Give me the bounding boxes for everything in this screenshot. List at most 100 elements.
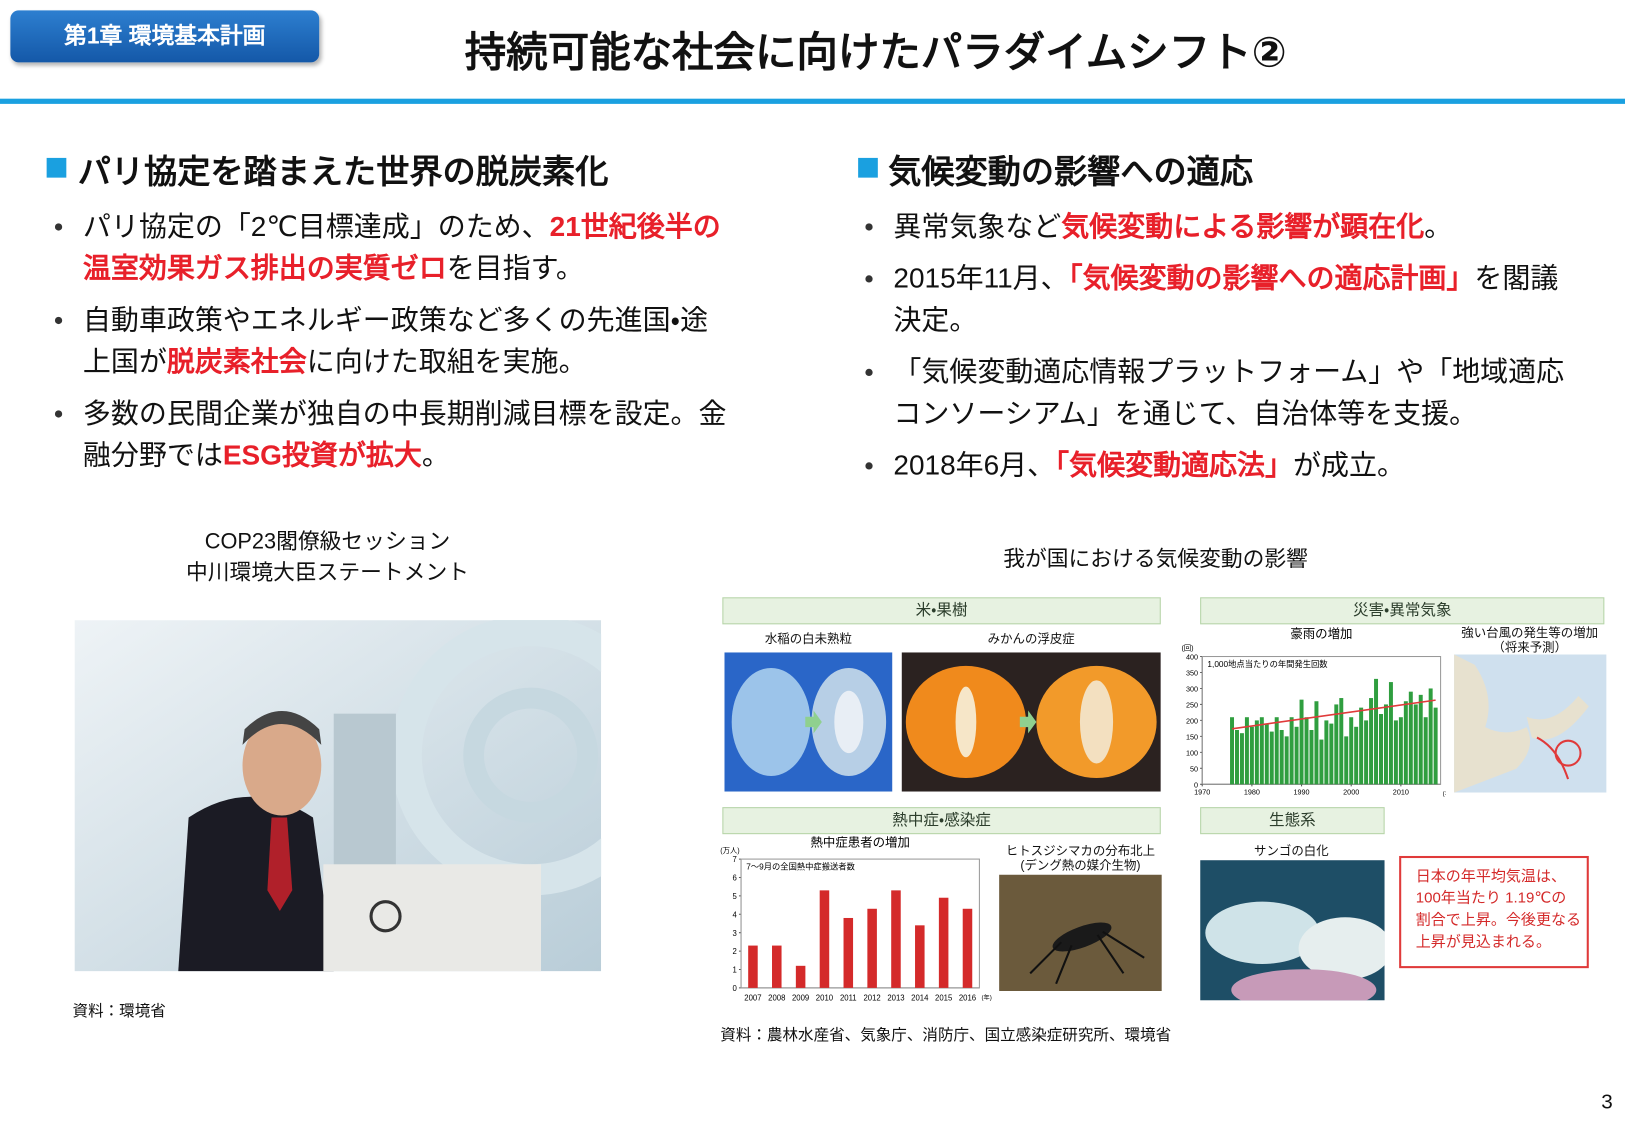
- trend-line: [1231, 699, 1436, 730]
- mosquito-image: [999, 874, 1162, 992]
- heading-marker: [46, 157, 67, 178]
- bar: [1279, 729, 1284, 785]
- note-line: 日本の年平均気温は、: [1415, 868, 1567, 886]
- bullet-text: 異常気象など: [893, 210, 1062, 243]
- y-tick-label: 150: [1186, 732, 1198, 741]
- figure-caption: 中川環境大臣ステートメント: [186, 560, 469, 585]
- bar: [748, 945, 758, 988]
- source-note: 資料：環境省: [72, 1002, 166, 1021]
- bar: [962, 908, 973, 988]
- chart-title: 熱中症患者の増加: [811, 836, 910, 849]
- bar: [1239, 733, 1244, 785]
- bullet: パリ協定の「2℃目標達成」のため、21世紀後半の温室効果ガス排出の実質ゼロを目指…: [52, 206, 736, 289]
- bullet-text: 2018年6月、: [893, 449, 1056, 481]
- bullet: 2018年6月、「気候変動適応法」が成立。: [862, 445, 1577, 487]
- x-unit: (年): [981, 993, 991, 1001]
- bar: [1284, 736, 1289, 785]
- note-line: 100年当たり 1.19℃の: [1415, 890, 1567, 907]
- bullet: 2015年11月、「気候変動の影響への適応計画」を閣議決定。: [862, 258, 1577, 341]
- bullet-text: 「気候変動適応情報プラットフォーム」や「地域適応コンソーシアム」を通じて、自治体…: [893, 356, 1565, 430]
- highlight-text: 「気候変動適応法」: [1055, 449, 1294, 481]
- x-tick-label: 1970: [1194, 788, 1210, 797]
- x-tick-label: 2007: [744, 993, 761, 1002]
- bullet: 「気候変動適応情報プラットフォーム」や「地域適応コンソーシアム」を通じて、自治体…: [862, 351, 1577, 434]
- bar: [1428, 688, 1433, 785]
- y-tick-label: 0: [1194, 780, 1198, 789]
- bar: [819, 890, 830, 988]
- bar: [1334, 704, 1339, 785]
- y-tick-label: 200: [1186, 717, 1198, 726]
- bar: [1408, 691, 1413, 785]
- bar: [1294, 726, 1299, 785]
- page-number: 3: [1601, 1090, 1613, 1114]
- bullet-dot: [54, 316, 63, 325]
- x-tick-label: 2016: [959, 993, 976, 1002]
- y-tick-label: 4: [733, 910, 738, 919]
- photo: [74, 620, 602, 972]
- image-label: （将来予測）: [1492, 639, 1568, 655]
- image-label: サンゴの白化: [1254, 843, 1329, 859]
- highlight-text: ESG投資が拡大: [222, 439, 422, 471]
- bar: [1398, 717, 1403, 785]
- typhoon-map: [1454, 654, 1607, 793]
- bar: [772, 945, 782, 988]
- section-heading: パリ協定を踏まえた世界の脱炭素化: [77, 152, 609, 191]
- y-tick-label: 100: [1186, 748, 1198, 757]
- bar: [1374, 678, 1379, 785]
- highlight-text: 21世紀後半の温室効果ガス排出の実質ゼロ: [82, 210, 721, 284]
- bar: [1339, 698, 1344, 785]
- bullet-text: 。: [421, 439, 450, 471]
- y-tick-label: 250: [1186, 701, 1198, 710]
- figure-title: 我が国における気候変動の影響: [1003, 547, 1308, 572]
- bar: [915, 925, 925, 988]
- bar: [891, 890, 901, 988]
- bar: [1329, 723, 1334, 785]
- y-tick-label: 350: [1186, 669, 1198, 678]
- bullet-text: に向けた取組を実施。: [306, 345, 587, 378]
- bullet: 異常気象など気候変動による影響が顕在化。: [862, 206, 1577, 248]
- bar: [1264, 723, 1269, 785]
- source-note: 資料：農林水産省、気象庁、消防庁、国立感染症研究所、環境省: [720, 1026, 1172, 1044]
- bar: [1244, 717, 1249, 785]
- y-tick-label: 50: [1190, 764, 1198, 773]
- note-line: 割合で上昇。今後更なる: [1415, 912, 1582, 929]
- panel-header: 生態系: [1200, 807, 1385, 835]
- bar: [1418, 694, 1423, 785]
- note-line: 上昇が見込まれる。: [1415, 933, 1551, 951]
- bullet-text: 。: [1424, 210, 1453, 243]
- bullet-list: 異常気象など気候変動による影響が顕在化。 2015年11月、「気候変動の影響への適…: [862, 206, 1577, 497]
- bullet-text: を目指す。: [446, 252, 584, 284]
- x-tick-label: 2012: [863, 993, 880, 1002]
- bar: [1388, 682, 1393, 785]
- bullet-text: が成立。: [1293, 449, 1405, 481]
- y-tick-label: 400: [1186, 653, 1198, 662]
- bullet: 多数の民間企業が独自の中長期削減目標を設定。金融分野ではESG投資が拡大。: [52, 393, 736, 476]
- panel-header: 熱中症・感染症: [722, 807, 1161, 835]
- legend: 7～9月の全国熱中症搬送者数: [746, 861, 855, 871]
- bullet-text: パリ協定の「2℃目標達成」のため、: [82, 210, 550, 243]
- bar: [867, 908, 877, 988]
- bar: [1324, 720, 1329, 785]
- bullet-text: 多数の民間企業が独自の中長期削減目標を設定。金融分野では: [82, 397, 727, 471]
- legend: 1,000地点当たりの年間発生回数: [1207, 659, 1328, 669]
- y-tick-label: 2: [733, 947, 737, 956]
- rice-image: [724, 652, 893, 792]
- image-label: ヒトスジシマカの分布北上: [1005, 843, 1156, 859]
- y-tick-label: 3: [733, 929, 737, 938]
- y-unit: (万人): [720, 846, 739, 855]
- y-tick-label: 1: [733, 966, 737, 975]
- y-tick-label: 7: [733, 855, 737, 864]
- x-tick-label: 2014: [911, 993, 929, 1002]
- bar: [1359, 707, 1364, 785]
- x-tick-label: 2015: [935, 993, 952, 1002]
- bar: [1349, 717, 1354, 785]
- x-tick-label: 2008: [768, 993, 785, 1002]
- bullet-dot: [54, 410, 63, 418]
- coral-image: [1200, 860, 1385, 1001]
- image-label: 強い台風の発生等の増加: [1461, 625, 1599, 640]
- x-tick-label: 2011: [840, 993, 857, 1002]
- bar: [1423, 717, 1428, 785]
- y-unit: (回): [1181, 643, 1193, 652]
- image-label: みかんの浮皮症: [987, 631, 1075, 647]
- note-box: 日本の年平均気温は、 100年当たり 1.19℃の 割合で上昇。今後更なる 上昇が見込…: [1399, 855, 1589, 969]
